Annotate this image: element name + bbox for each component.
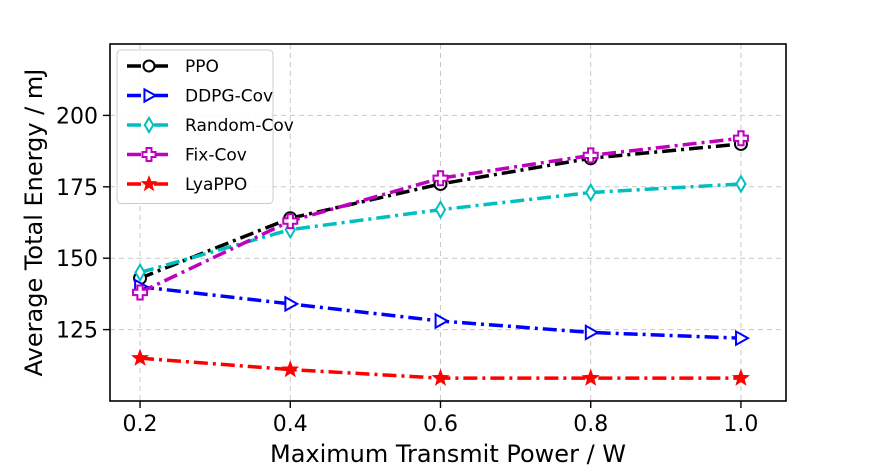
series-line [139,142,742,280]
data-point-marker [735,329,750,347]
data-point-marker [140,175,158,192]
legend-item: PPO [127,57,219,77]
data-point-marker [731,368,750,386]
y-tick-label: 200 [56,104,98,129]
legend-item: DDPG-Cov [127,87,273,107]
x-tick-label: 0.4 [273,412,308,437]
data-point-marker [141,147,157,162]
data-point-marker [281,360,300,378]
x-tick-label: 0.2 [123,412,158,437]
data-point-marker [432,170,449,187]
y-tick-label: 150 [56,247,98,272]
series-random-cov [134,174,747,283]
data-point-marker [131,348,150,366]
x-tick-label: 1.0 [723,412,758,437]
legend-box [116,49,274,204]
data-point-marker [434,312,450,330]
legend-label: Fix-Cov [185,146,247,166]
data-point-marker [134,262,146,283]
series-line [139,285,741,340]
legend-label: PPO [185,57,219,77]
x-axis-label: Maximum Transmit Power / W [270,440,626,468]
data-point-marker [142,59,156,73]
series-ddpg-cov [134,278,750,347]
axis-ticks: 0.2 0.4 0.6 0.8 1.0 125 150 175 200 [56,104,758,437]
data-point-marker [282,213,299,230]
data-point-marker [732,130,749,147]
legend-label: LyaPPO [185,175,247,195]
legend: PPO DDPG-Cov Random-Cov Fix-Cov LyaPPO [116,49,294,204]
data-point-marker [584,182,597,203]
data-point-marker [284,295,300,313]
data-point-marker [132,284,149,301]
y-tick-label: 125 [56,319,98,344]
data-point-marker [584,324,600,341]
data-point-marker [434,199,447,220]
series-line [139,136,742,295]
data-point-marker [735,174,747,194]
data-point-marker [431,368,450,386]
x-tick-label: 0.6 [423,412,458,437]
y-axis-label: Average Total Energy / mJ [20,69,48,377]
legend-item: LyaPPO [127,175,247,195]
series-lyappo [131,348,750,386]
plot-series [131,130,750,386]
data-point-marker [581,368,600,386]
y-tick-label: 175 [56,176,98,201]
x-tick-label: 0.8 [573,412,608,437]
legend-item: Fix-Cov [127,146,247,166]
legend-label: DDPG-Cov [185,87,273,107]
plot-frame [109,43,787,402]
legend-item: Random-Cov [127,115,294,136]
data-point-marker [143,87,158,104]
data-point-marker [143,115,155,135]
data-point-marker [582,147,599,164]
series-fix-cov [132,130,749,301]
legend-label: Random-Cov [185,116,294,136]
